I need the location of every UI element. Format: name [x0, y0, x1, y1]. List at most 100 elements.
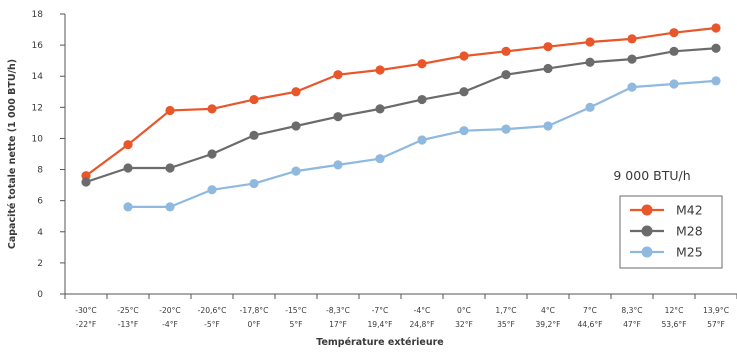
data-point	[543, 42, 553, 52]
series-line	[85, 26, 717, 177]
data-point	[291, 87, 301, 97]
data-point	[291, 166, 301, 176]
data-point	[543, 63, 553, 74]
x-tick-label-fahrenheit: -5°F	[204, 320, 220, 329]
x-tick-label-fahrenheit: -13°F	[118, 320, 139, 329]
data-point	[711, 43, 721, 53]
data-point	[627, 82, 637, 92]
legend-marker	[641, 225, 653, 237]
y-tick-label: 14	[32, 72, 44, 82]
data-point	[249, 130, 259, 140]
x-tick-label-fahrenheit: 53,6°F	[661, 320, 686, 329]
x-tick-label-fahrenheit: 24,8°F	[409, 320, 434, 329]
data-point	[501, 46, 511, 56]
x-axis-title: Température extérieure	[316, 337, 443, 348]
x-tick-label-celsius: 0°C	[457, 306, 471, 315]
series-line	[85, 47, 717, 184]
data-point	[669, 79, 679, 89]
legend-label: M42	[676, 203, 703, 218]
y-axis-title: Capacité totale nette (1 000 BTU/h)	[7, 59, 18, 249]
series-M28	[81, 43, 721, 187]
x-tick-label-fahrenheit: 35°F	[497, 320, 515, 329]
y-tick-label: 4	[37, 228, 43, 238]
y-tick-label: 18	[32, 10, 44, 20]
x-tick-label-fahrenheit: -4°F	[162, 320, 178, 329]
x-tick-label-celsius: -20,6°C	[198, 306, 227, 315]
data-point	[417, 59, 427, 69]
x-tick-label-fahrenheit: 57°F	[707, 320, 725, 329]
data-point	[711, 76, 721, 86]
x-tick-label-celsius: -8,3°C	[326, 306, 350, 315]
data-point	[123, 140, 133, 150]
data-point	[669, 46, 679, 56]
y-tick-label: 8	[37, 166, 43, 176]
legend-marker	[641, 204, 653, 216]
x-tick-label-fahrenheit: 5°F	[290, 320, 303, 329]
data-point	[249, 178, 259, 189]
data-point	[333, 70, 343, 80]
data-point	[123, 163, 133, 173]
x-tick-label-fahrenheit: 0°F	[248, 320, 261, 329]
data-point	[207, 185, 217, 195]
data-point	[627, 34, 637, 44]
data-point	[543, 121, 553, 131]
legend-marker	[641, 246, 653, 258]
y-tick-label: 16	[32, 41, 44, 51]
x-tick-label-fahrenheit: 17°F	[329, 320, 347, 329]
x-tick-label-fahrenheit: 32°F	[455, 320, 473, 329]
x-tick-label-celsius: -17,8°C	[240, 306, 269, 315]
x-tick-label-celsius: 7°C	[583, 306, 597, 315]
y-tick-label: 6	[37, 197, 43, 207]
data-point	[81, 177, 91, 187]
data-point	[291, 121, 301, 131]
data-point	[711, 23, 721, 33]
data-point	[165, 163, 175, 173]
data-point	[207, 104, 217, 114]
data-point	[501, 70, 511, 80]
data-point	[459, 51, 469, 61]
data-point	[459, 87, 469, 97]
data-point	[249, 94, 259, 105]
data-point	[333, 160, 343, 170]
x-tick-label-fahrenheit: 39,2°F	[535, 320, 560, 329]
data-point	[165, 105, 175, 116]
legend-label: M25	[676, 245, 703, 260]
data-point	[501, 124, 511, 134]
data-point	[585, 37, 595, 47]
x-tick-label-celsius: -20°C	[159, 306, 181, 315]
data-point	[123, 202, 133, 212]
data-point	[417, 135, 427, 145]
legend-items: M42 M28 M25	[630, 203, 703, 260]
legend-label: M28	[676, 224, 703, 239]
series-M25	[123, 76, 721, 212]
data-point	[459, 126, 469, 136]
x-tick-label-celsius: -7°C	[372, 306, 389, 315]
y-tick-label: 2	[37, 259, 43, 269]
x-tick-label-celsius: 8,3°C	[621, 306, 642, 315]
data-point	[585, 57, 595, 67]
x-tick-label-celsius: 1,7°C	[495, 306, 516, 315]
data-point	[627, 54, 637, 64]
data-point	[375, 104, 385, 114]
data-point	[207, 149, 217, 159]
data-point	[669, 28, 679, 38]
data-point	[165, 202, 175, 212]
x-tick-label-celsius: -15°C	[285, 306, 307, 315]
data-point	[375, 154, 385, 164]
x-tick-label-celsius: 4°C	[541, 306, 555, 315]
series-layer	[81, 23, 721, 212]
x-tick-label-fahrenheit: -22°F	[76, 320, 97, 329]
x-tick-label-celsius: -30°C	[75, 306, 97, 315]
x-tick-label-fahrenheit: 19,4°F	[367, 320, 392, 329]
data-point	[333, 112, 343, 122]
legend: 9 000 BTU/h M42 M28 M25	[613, 168, 723, 269]
legend-title: 9 000 BTU/h	[613, 168, 690, 183]
x-tick-label-celsius: -25°C	[117, 306, 139, 315]
y-tick-label: 0	[37, 290, 43, 300]
y-tick-label: 12	[32, 103, 43, 113]
series-M42	[81, 23, 721, 181]
x-tick-label-celsius: 13,9°C	[703, 306, 729, 315]
x-tick-label-fahrenheit: 44,6°F	[577, 320, 602, 329]
data-point	[417, 94, 427, 105]
